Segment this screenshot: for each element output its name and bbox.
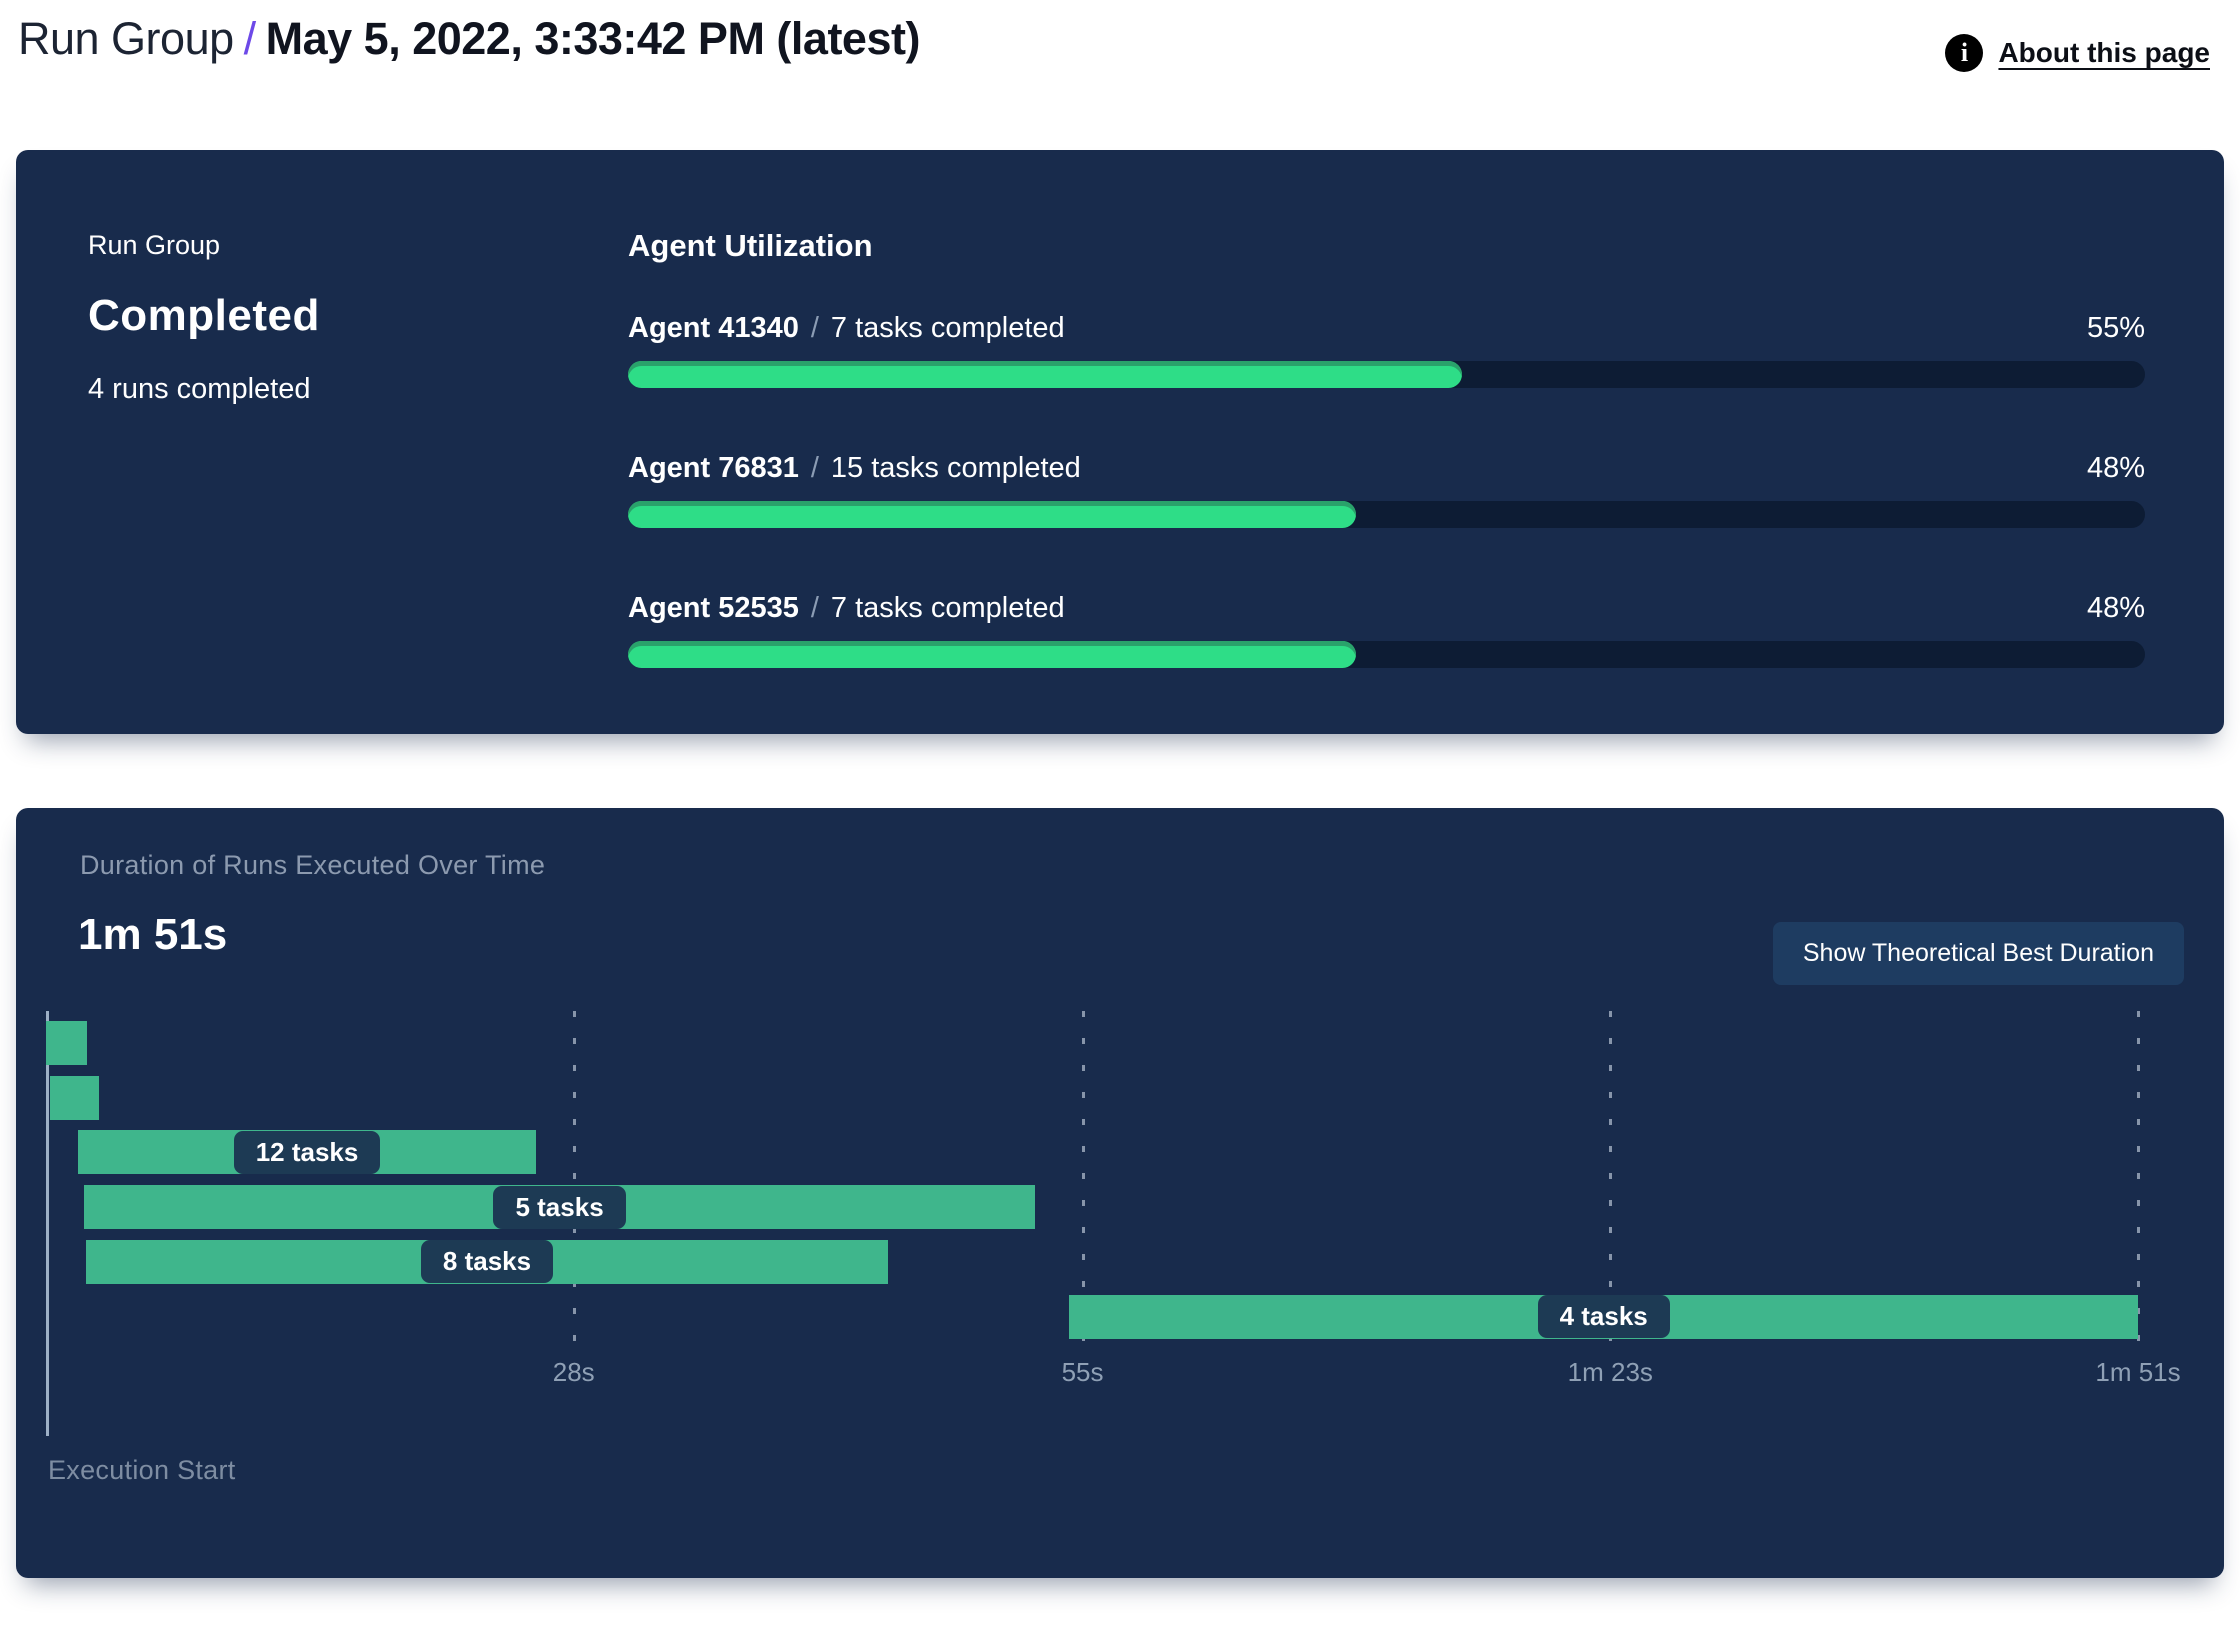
agent-utilization-row: Agent 76831 / 15 tasks completed 48% (628, 452, 2145, 528)
agent-utilization-section: Agent Utilization Agent 41340 / 7 tasks … (628, 150, 2224, 734)
gantt-run-bar[interactable]: 4 tasks (1069, 1294, 2138, 1339)
run-group-status-panel: Run Group Completed 4 runs completed Age… (16, 150, 2224, 734)
gantt-gridline (1081, 1011, 1085, 1353)
status-label: Run Group (88, 230, 221, 260)
agent-utilization-row: Agent 41340 / 7 tasks completed 55% (628, 312, 2145, 388)
utilization-progress-track (628, 641, 2145, 668)
gantt-run-bar[interactable]: 5 tasks (83, 1185, 1036, 1230)
info-icon: i (1945, 34, 1984, 72)
total-duration-value: 1m 51s (78, 910, 228, 959)
show-theoretical-best-duration-button[interactable]: Show Theoretical Best Duration (1772, 922, 2184, 985)
gantt-bar-task-count-label: 8 tasks (420, 1240, 554, 1284)
gantt-bar-task-count-label: 5 tasks (493, 1185, 626, 1229)
status-value: Completed (88, 291, 320, 340)
gantt-run-bar[interactable]: 8 tasks (85, 1239, 889, 1284)
agent-name: Agent 76831 (628, 452, 799, 484)
label-separator: / (810, 592, 819, 624)
gantt-tick-label: 55s (1061, 1357, 1104, 1387)
gantt-bar-task-count-label: 12 tasks (233, 1130, 381, 1174)
agent-utilization-percent: 55% (2086, 312, 2145, 344)
utilization-progress-track (628, 361, 2145, 388)
utilization-progress-fill (628, 641, 1357, 668)
gantt-tick-label: 1m 23s (1567, 1357, 1653, 1387)
agent-tasks-completed: 7 tasks completed (830, 312, 1065, 344)
label-separator: / (810, 452, 819, 484)
gantt-tick-label: 1m 51s (2095, 1357, 2181, 1387)
agent-name: Agent 52535 (628, 592, 799, 624)
gantt-run-bar[interactable]: 12 tasks (78, 1130, 536, 1175)
utilization-progress-fill (628, 501, 1357, 528)
page-title: Run Group / May 5, 2022, 3:33:42 PM (lates… (18, 14, 920, 64)
gantt-bar-task-count-label: 4 tasks (1537, 1295, 1670, 1338)
about-this-page-link[interactable]: About this page (1998, 37, 2210, 68)
agent-utilization-percent: 48% (2086, 592, 2145, 624)
gantt-tick-label: 28s (552, 1357, 595, 1387)
gantt-gridline (1609, 1011, 1613, 1353)
runs-completed-count: 4 runs completed (88, 373, 311, 405)
breadcrumb: Run Group (18, 13, 234, 64)
execution-start-label: Execution Start (48, 1455, 236, 1485)
duration-chart-title: Duration of Runs Executed Over Time (80, 850, 546, 880)
agent-utilization-title: Agent Utilization (628, 228, 873, 263)
page-header: Run Group / May 5, 2022, 3:33:42 PM (lates… (0, 0, 2240, 72)
run-timestamp-title: May 5, 2022, 3:33:42 PM (latest) (265, 13, 921, 64)
utilization-progress-fill (628, 361, 1463, 388)
agent-utilization-row: Agent 52535 / 7 tasks completed 48% (628, 592, 2145, 668)
gantt-chart: 12 tasks 5 tasks 8 tasks 4 tasks 28s 55s 1m 2… (46, 1011, 2181, 1511)
breadcrumb-separator: / (243, 13, 257, 64)
gantt-gridline (2137, 1011, 2140, 1353)
gantt-run-bar[interactable] (46, 1021, 88, 1065)
label-separator: / (810, 312, 819, 344)
gantt-run-bar[interactable] (49, 1075, 99, 1120)
gantt-gridline (572, 1011, 576, 1353)
execution-start-axis-line (46, 1011, 49, 1436)
about-this-page[interactable]: i About this page (1945, 34, 2210, 72)
agent-tasks-completed: 15 tasks completed (830, 452, 1081, 484)
status-column: Run Group Completed 4 runs completed (16, 150, 628, 734)
agent-utilization-percent: 48% (2086, 452, 2145, 484)
agent-tasks-completed: 7 tasks completed (830, 592, 1065, 624)
agent-name: Agent 41340 (628, 312, 799, 344)
duration-panel: Duration of Runs Executed Over Time 1m 5… (16, 808, 2224, 1578)
utilization-progress-track (628, 501, 2145, 528)
